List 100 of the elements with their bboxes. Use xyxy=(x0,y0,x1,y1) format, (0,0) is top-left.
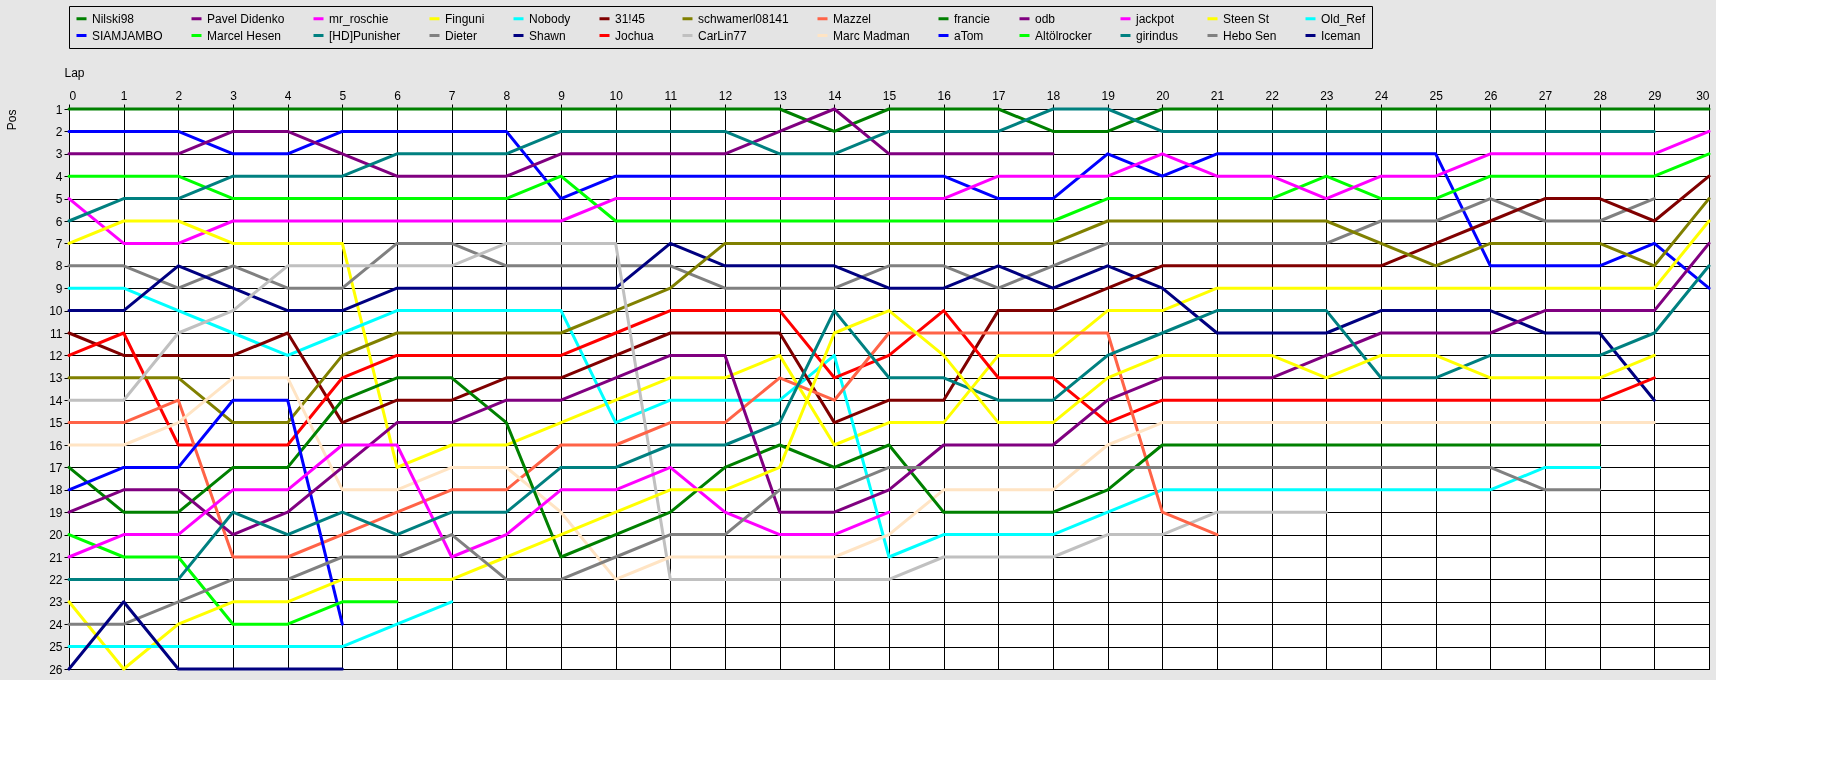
x-tick-label: 20 xyxy=(1156,88,1170,103)
x-tick-label: 4 xyxy=(284,88,292,103)
line-series xyxy=(67,241,1328,581)
x-tick-label: 5 xyxy=(339,88,347,103)
y-tick-label: 23 xyxy=(49,595,63,610)
x-tick-label: 1 xyxy=(120,88,128,103)
legend-label: schwamerl08141 xyxy=(698,11,790,26)
x-tick-label: 22 xyxy=(1265,88,1280,103)
legend-label: Dieter xyxy=(445,28,478,43)
x-tick-label: 8 xyxy=(503,88,511,103)
x-tick-label: 7 xyxy=(448,88,456,103)
x-tick-label: 30 xyxy=(1696,88,1710,103)
y-tick-label: 3 xyxy=(55,147,63,162)
y-tick-label: 16 xyxy=(49,438,63,453)
legend-label: Nilski98 xyxy=(92,11,135,26)
y-tick-label: 21 xyxy=(49,550,63,565)
y-tick-label: 15 xyxy=(49,416,63,431)
x-tick-label: 11 xyxy=(664,88,678,103)
legend-label: CarLin77 xyxy=(698,28,748,43)
x-tick-label: 19 xyxy=(1101,88,1116,103)
y-tick-label: 19 xyxy=(49,505,63,520)
x-tick-label: 16 xyxy=(937,88,952,103)
y-tick-label: 22 xyxy=(49,572,63,587)
line-series xyxy=(67,241,1711,537)
y-tick-label: 25 xyxy=(49,640,63,655)
y-tick-label: 4 xyxy=(55,169,63,184)
y-tick-label: 18 xyxy=(49,483,63,498)
y-tick-label: 17 xyxy=(49,460,63,475)
x-tick-label: 27 xyxy=(1538,88,1553,103)
legend-label: mr_roschie xyxy=(329,11,389,26)
legend-label: 31!45 xyxy=(615,11,646,26)
legend-label: girindus xyxy=(1136,28,1179,43)
line-series xyxy=(67,107,1656,223)
x-tick-label: 6 xyxy=(394,88,402,103)
legend-label: Jochua xyxy=(615,28,655,43)
line-series xyxy=(67,286,1602,559)
legend-label: jackpot xyxy=(1135,11,1175,26)
line-series xyxy=(67,241,1656,402)
line-series xyxy=(67,398,344,626)
x-tick-label: 24 xyxy=(1374,88,1389,103)
legend-label: francie xyxy=(954,11,991,26)
line-series xyxy=(67,465,1602,626)
y-tick-label: 14 xyxy=(49,393,63,408)
y-tick-label: 5 xyxy=(55,192,63,207)
x-tick-label: 15 xyxy=(882,88,897,103)
x-tick-label: 23 xyxy=(1320,88,1334,103)
y-tick-label: 8 xyxy=(55,259,63,274)
x-tick-label: 28 xyxy=(1593,88,1608,103)
x-tick-label: 14 xyxy=(828,88,842,103)
legend-label: Hebo Sen xyxy=(1223,28,1277,43)
legend-label: Altölrocker xyxy=(1035,28,1092,43)
x-tick-label: 0 xyxy=(69,88,77,103)
legend-label: Pavel Didenko xyxy=(207,11,285,26)
x-tick-label: 18 xyxy=(1046,88,1061,103)
legend-label: Shawn xyxy=(529,28,566,43)
y-tick-label: 10 xyxy=(49,304,63,319)
x-tick-label: 3 xyxy=(230,88,238,103)
y-tick-label: 20 xyxy=(49,528,63,543)
y-tick-label: 12 xyxy=(49,348,63,363)
y-tick-label: 1 xyxy=(55,102,63,117)
x-tick-label: 29 xyxy=(1648,88,1662,103)
y-axis-title: Pos xyxy=(5,109,20,131)
x-tick-label: 9 xyxy=(558,88,566,103)
line-series xyxy=(67,443,891,559)
legend-label: Marcel Hesen xyxy=(207,28,282,43)
y-tick-label: 2 xyxy=(55,124,63,139)
x-tick-label: 13 xyxy=(773,88,788,103)
y-tick-label: 11 xyxy=(50,326,63,341)
legend-label: Marc Madman xyxy=(833,28,910,43)
y-tick-label: 7 xyxy=(55,236,63,251)
legend-label: Steen St xyxy=(1223,11,1270,26)
x-tick-label: 17 xyxy=(992,88,1006,103)
legend-label: odb xyxy=(1035,11,1056,26)
x-tick-label: 21 xyxy=(1210,88,1225,103)
line-series xyxy=(67,197,1656,290)
legend-label: SIAMJAMBO xyxy=(92,28,163,43)
legend-label: Old_Ref xyxy=(1321,11,1366,26)
x-tick-label: 26 xyxy=(1484,88,1498,103)
legend-label: aTom xyxy=(954,28,984,43)
legend-label: [HD]Punisher xyxy=(329,28,401,43)
legend-label: Iceman xyxy=(1321,28,1361,43)
legend-label: Mazzel xyxy=(833,11,872,26)
x-tick-label: 25 xyxy=(1429,88,1444,103)
y-tick-label: 24 xyxy=(49,617,63,632)
line-series xyxy=(67,107,1055,178)
line-series xyxy=(67,152,1711,223)
x-tick-label: 2 xyxy=(175,88,183,103)
x-tick-label: 12 xyxy=(718,88,733,103)
y-tick-label: 26 xyxy=(49,662,63,677)
line-series xyxy=(67,129,1711,290)
line-series xyxy=(67,309,1656,447)
legend-label: Nobody xyxy=(529,11,571,26)
line-series xyxy=(67,331,1219,559)
y-tick-label: 6 xyxy=(55,214,63,229)
line-series xyxy=(67,264,1711,581)
x-tick-label: 10 xyxy=(609,88,624,103)
x-axis-title: Lap xyxy=(64,65,85,80)
line-series xyxy=(67,533,399,626)
legend-label: Finguni xyxy=(445,11,485,26)
y-tick-label: 9 xyxy=(55,281,63,296)
